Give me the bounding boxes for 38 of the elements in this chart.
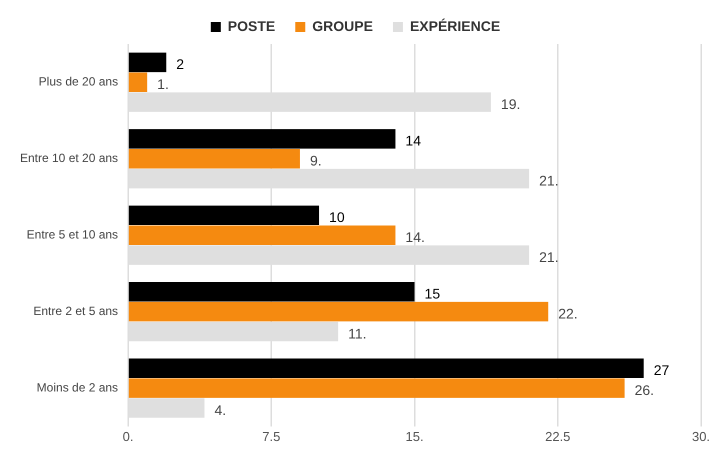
data-label: 9. [310,152,322,169]
data-label: 22. [558,306,578,322]
bar [128,378,625,398]
x-tick-label: 0. [122,428,134,444]
x-tick-label: 30. [692,428,710,444]
y-tick-label: Plus de 20 ans [38,74,118,89]
data-label: 26. [634,382,654,398]
data-label: 27 [654,362,670,378]
x-tick-label: 15. [405,428,424,444]
bar [128,302,548,322]
legend-label: EXPÉRIENCE [410,18,500,34]
data-label: 14. [405,229,425,246]
data-label: 2 [176,56,184,72]
data-label: 19. [500,96,520,112]
bar [128,148,300,168]
x-tick-label: 7.5 [262,428,280,444]
data-label: 21. [539,172,559,188]
bar [128,358,644,378]
y-tick-label: Entre 2 et 5 ans [33,304,118,318]
data-label: 15 [424,286,440,302]
bar [128,225,396,245]
bar [128,282,415,302]
data-label: 21. [539,248,559,265]
data-label: 10 [329,209,345,226]
legend-label: GROUPE [312,18,373,34]
data-label: 14 [405,132,422,149]
bar [128,72,148,92]
y-tick-label: Entre 10 et 20 ans [20,151,118,166]
x-tick-label: 22.5 [545,428,570,444]
bar [128,206,320,226]
bar [128,52,166,72]
legend-label: POSTE [228,18,276,34]
data-label: 1. [157,76,169,92]
data-label: 4. [214,402,226,418]
y-tick-label: Moins de 2 ans [36,380,118,394]
y-tick-label: Entre 5 et 10 ans [26,228,118,242]
data-label: 11. [348,325,367,342]
bar [128,129,396,149]
